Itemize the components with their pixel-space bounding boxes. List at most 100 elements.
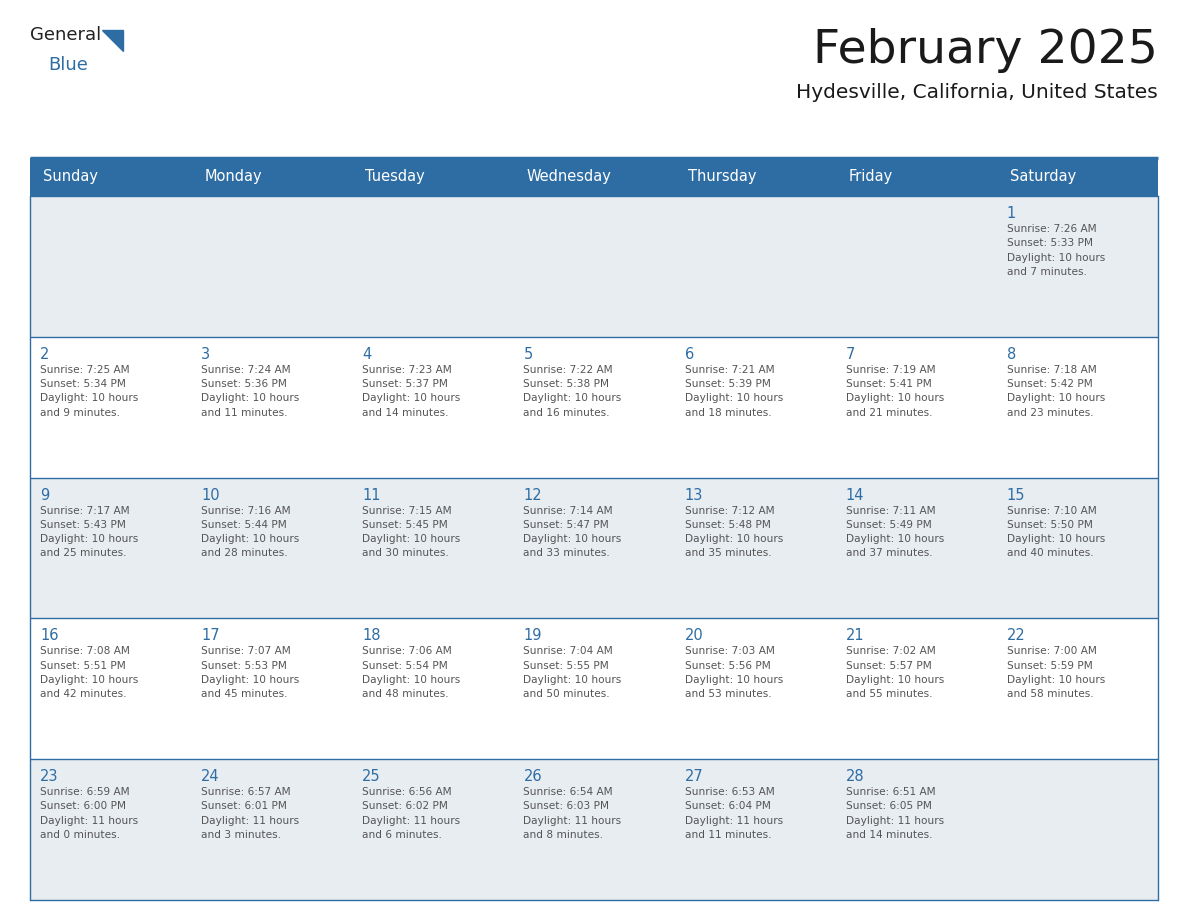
Text: Daylight: 10 hours: Daylight: 10 hours [684,534,783,544]
Text: Sunrise: 6:54 AM: Sunrise: 6:54 AM [524,788,613,797]
Text: Sunrise: 7:12 AM: Sunrise: 7:12 AM [684,506,775,516]
Text: 18: 18 [362,629,381,644]
Text: Sunset: 5:51 PM: Sunset: 5:51 PM [40,661,126,671]
Text: Sunrise: 7:10 AM: Sunrise: 7:10 AM [1007,506,1097,516]
Text: 20: 20 [684,629,703,644]
Text: 6: 6 [684,347,694,362]
Text: Sunrise: 7:07 AM: Sunrise: 7:07 AM [201,646,291,656]
Text: 9: 9 [40,487,49,502]
Text: Daylight: 10 hours: Daylight: 10 hours [684,393,783,403]
Text: Daylight: 11 hours: Daylight: 11 hours [846,816,943,825]
Text: 11: 11 [362,487,381,502]
Text: 19: 19 [524,629,542,644]
Text: Sunrise: 7:21 AM: Sunrise: 7:21 AM [684,364,775,375]
Text: 21: 21 [846,629,865,644]
Text: Sunrise: 7:24 AM: Sunrise: 7:24 AM [201,364,291,375]
Text: and 45 minutes.: and 45 minutes. [201,689,287,700]
Bar [30,337,1158,477]
Text: 22: 22 [1007,629,1025,644]
Text: and 23 minutes.: and 23 minutes. [1007,408,1093,418]
Text: Sunset: 5:54 PM: Sunset: 5:54 PM [362,661,448,671]
Text: Daylight: 10 hours: Daylight: 10 hours [846,393,944,403]
Text: 14: 14 [846,487,864,502]
Text: and 30 minutes.: and 30 minutes. [362,548,449,558]
Text: Daylight: 11 hours: Daylight: 11 hours [684,816,783,825]
Text: Sunrise: 7:25 AM: Sunrise: 7:25 AM [40,364,129,375]
Text: Sunset: 6:05 PM: Sunset: 6:05 PM [846,801,931,812]
Text: Sunset: 6:01 PM: Sunset: 6:01 PM [201,801,287,812]
Text: and 37 minutes.: and 37 minutes. [846,548,933,558]
Text: Thursday: Thursday [688,170,756,185]
Text: and 0 minutes.: and 0 minutes. [40,830,120,840]
Text: Sunset: 5:48 PM: Sunset: 5:48 PM [684,520,771,530]
Bar [30,619,1158,759]
Text: Sunset: 6:04 PM: Sunset: 6:04 PM [684,801,771,812]
Text: 3: 3 [201,347,210,362]
Text: Saturday: Saturday [1010,170,1076,185]
Text: Sunrise: 6:56 AM: Sunrise: 6:56 AM [362,788,451,797]
Text: and 35 minutes.: and 35 minutes. [684,548,771,558]
Text: Sunset: 5:47 PM: Sunset: 5:47 PM [524,520,609,530]
Text: Sunrise: 7:26 AM: Sunrise: 7:26 AM [1007,224,1097,234]
Text: Sunrise: 7:16 AM: Sunrise: 7:16 AM [201,506,291,516]
Text: Sunrise: 7:04 AM: Sunrise: 7:04 AM [524,646,613,656]
Text: Daylight: 10 hours: Daylight: 10 hours [362,393,461,403]
Text: and 7 minutes.: and 7 minutes. [1007,267,1087,276]
Text: General: General [30,26,101,44]
Text: Sunset: 5:36 PM: Sunset: 5:36 PM [201,379,287,389]
Bar [30,477,1158,619]
Text: and 21 minutes.: and 21 minutes. [846,408,933,418]
Text: and 33 minutes.: and 33 minutes. [524,548,611,558]
Text: Daylight: 10 hours: Daylight: 10 hours [524,393,621,403]
Text: Sunrise: 7:18 AM: Sunrise: 7:18 AM [1007,364,1097,375]
Text: 13: 13 [684,487,703,502]
Text: 15: 15 [1007,487,1025,502]
Text: 17: 17 [201,629,220,644]
Polygon shape [102,30,124,51]
Text: and 11 minutes.: and 11 minutes. [684,830,771,840]
Text: Daylight: 11 hours: Daylight: 11 hours [40,816,138,825]
Text: Sunrise: 7:22 AM: Sunrise: 7:22 AM [524,364,613,375]
Text: Sunset: 5:59 PM: Sunset: 5:59 PM [1007,661,1093,671]
Text: 8: 8 [1007,347,1016,362]
Text: Sunset: 5:34 PM: Sunset: 5:34 PM [40,379,126,389]
Text: Sunrise: 7:15 AM: Sunrise: 7:15 AM [362,506,451,516]
Text: 25: 25 [362,769,381,784]
Text: Sunrise: 7:06 AM: Sunrise: 7:06 AM [362,646,453,656]
Text: Tuesday: Tuesday [365,170,425,185]
Text: Sunrise: 6:53 AM: Sunrise: 6:53 AM [684,788,775,797]
Text: 5: 5 [524,347,532,362]
Text: Sunset: 5:43 PM: Sunset: 5:43 PM [40,520,126,530]
Text: Sunset: 5:57 PM: Sunset: 5:57 PM [846,661,931,671]
Text: Sunset: 5:38 PM: Sunset: 5:38 PM [524,379,609,389]
Text: Sunrise: 6:59 AM: Sunrise: 6:59 AM [40,788,129,797]
Text: Daylight: 10 hours: Daylight: 10 hours [1007,252,1105,263]
Text: and 8 minutes.: and 8 minutes. [524,830,604,840]
Text: Sunset: 5:42 PM: Sunset: 5:42 PM [1007,379,1093,389]
Text: and 16 minutes.: and 16 minutes. [524,408,609,418]
Text: Daylight: 10 hours: Daylight: 10 hours [1007,675,1105,685]
Bar [30,158,1158,196]
Text: Blue: Blue [48,56,88,74]
Text: Sunrise: 6:51 AM: Sunrise: 6:51 AM [846,788,935,797]
Text: and 14 minutes.: and 14 minutes. [362,408,449,418]
Text: and 6 minutes.: and 6 minutes. [362,830,442,840]
Text: and 53 minutes.: and 53 minutes. [684,689,771,700]
Text: 10: 10 [201,487,220,502]
Text: Friday: Friday [848,170,893,185]
Text: and 14 minutes.: and 14 minutes. [846,830,933,840]
Text: Sunset: 5:37 PM: Sunset: 5:37 PM [362,379,448,389]
Text: Daylight: 10 hours: Daylight: 10 hours [684,675,783,685]
Text: Daylight: 11 hours: Daylight: 11 hours [362,816,461,825]
Text: Daylight: 10 hours: Daylight: 10 hours [362,534,461,544]
Text: 26: 26 [524,769,542,784]
Text: Sunset: 5:45 PM: Sunset: 5:45 PM [362,520,448,530]
Text: Sunset: 5:44 PM: Sunset: 5:44 PM [201,520,286,530]
Text: Wednesday: Wednesday [526,170,612,185]
Text: Daylight: 10 hours: Daylight: 10 hours [846,534,944,544]
Text: and 55 minutes.: and 55 minutes. [846,689,933,700]
Text: Sunset: 6:00 PM: Sunset: 6:00 PM [40,801,126,812]
Text: Daylight: 10 hours: Daylight: 10 hours [524,675,621,685]
Text: Sunset: 5:49 PM: Sunset: 5:49 PM [846,520,931,530]
Text: Daylight: 10 hours: Daylight: 10 hours [362,675,461,685]
